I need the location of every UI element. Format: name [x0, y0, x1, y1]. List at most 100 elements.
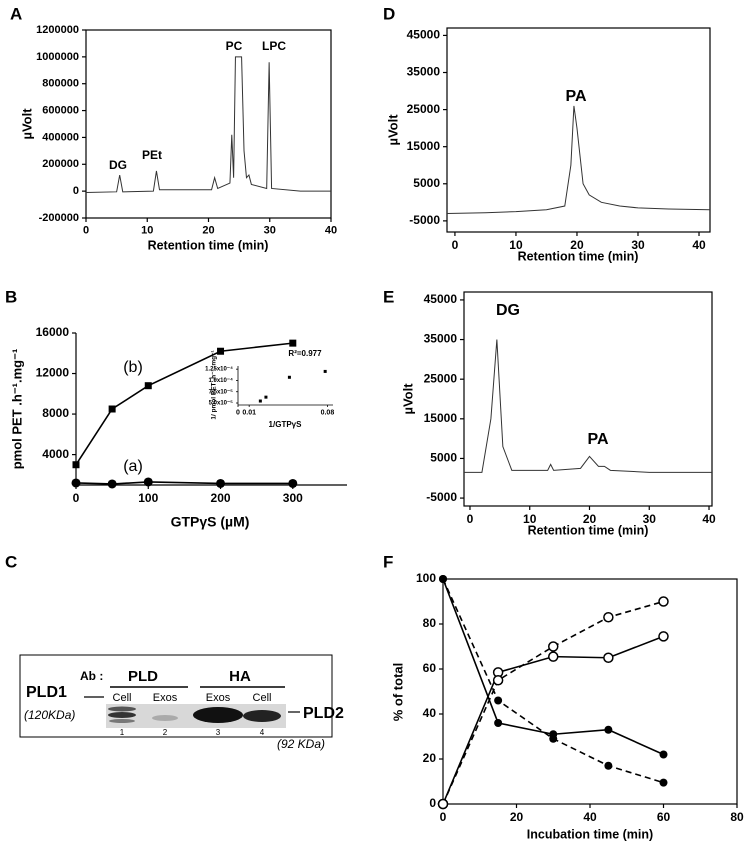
marker — [603, 612, 614, 623]
y-axis-label: µVolt — [19, 108, 34, 140]
y-tick-label: 1000000 — [36, 51, 79, 63]
lane-number: 3 — [216, 728, 221, 737]
x-tick-label: 60 — [657, 810, 671, 824]
band — [108, 712, 136, 718]
band — [108, 706, 136, 712]
y-tick-label: 7.5x10⁻⁵ — [209, 389, 234, 395]
y-tick-label: 80 — [423, 616, 437, 630]
marker — [264, 395, 268, 399]
x-tick-label: 40 — [692, 238, 706, 252]
protein-size: (92 KDa) — [277, 737, 325, 751]
y-axis-label: µVolt — [385, 114, 400, 146]
y-tick-label: -5000 — [426, 490, 457, 504]
annotation: DG — [496, 302, 520, 319]
plot-frame — [446, 27, 711, 233]
annotation: R²=0.977 — [288, 349, 322, 358]
x-tick-label: 20 — [570, 238, 584, 252]
y-tick-label: 1.25x10⁻⁴ — [205, 367, 233, 373]
x-tick-label: 20 — [202, 225, 214, 237]
group-label: PLD — [128, 668, 158, 685]
y-axis-label: 1/ pmol PET .h⁻¹. mg⁻¹ — [211, 350, 218, 419]
chart: A 0 10 20 30 40 -200000 0 200000 400000 600000 8000… — [10, 4, 337, 252]
x-tick-label: 0.08 — [321, 409, 335, 416]
x-tick-label: 0 — [73, 491, 80, 505]
x-tick-label: 30 — [631, 238, 645, 252]
lane-label: Exos — [153, 692, 178, 704]
y-tick-label: 25000 — [407, 102, 441, 116]
marker — [439, 575, 447, 583]
marker — [216, 478, 226, 488]
data-line — [464, 339, 712, 473]
annotation: PA — [565, 88, 586, 105]
x-axis-label: Retention time (min) — [518, 249, 639, 263]
x-tick-label: 40 — [583, 810, 597, 824]
x-tick-label: 30 — [643, 512, 657, 526]
y-tick-label: -200000 — [39, 212, 79, 224]
marker — [258, 399, 262, 403]
y-tick-label: 4000 — [42, 447, 69, 461]
lane-label: Cell — [113, 692, 132, 704]
marker — [144, 382, 152, 390]
y-axis-label: pmol PET .h⁻¹.mg⁻¹ — [9, 349, 24, 470]
x-axis-label: Incubation time (min) — [527, 827, 653, 841]
y-tick-label: 45000 — [424, 292, 458, 306]
x-axis-label: 1/GTPγS — [269, 420, 303, 429]
plot-frame — [463, 291, 713, 507]
data-line — [75, 342, 293, 466]
marker — [323, 369, 327, 373]
annotation: PC — [226, 39, 243, 53]
y-tick-label: 5000 — [413, 176, 440, 190]
y-tick-label: 45000 — [407, 28, 441, 42]
x-axis-label: Retention time (min) — [148, 238, 269, 252]
panel-letter: C — [5, 552, 17, 571]
chart: D 0 10 20 30 40 -5000 5000 15000 25000 35000 45000 R… — [383, 4, 711, 263]
marker — [287, 375, 291, 379]
data-line — [446, 105, 711, 214]
y-tick-label: 5.0x10⁻⁵ — [209, 401, 234, 407]
y-tick-label: 40 — [423, 706, 437, 720]
lane-label: Cell — [253, 692, 272, 704]
lane-number: 2 — [163, 728, 168, 737]
annotation: LPC — [262, 39, 286, 53]
lane-number: 4 — [260, 728, 265, 737]
x-tick-label: 0.01 — [242, 409, 256, 416]
y-tick-label: 100 — [416, 571, 436, 585]
x-tick-label: 10 — [141, 225, 153, 237]
y-tick-label: 35000 — [424, 332, 458, 346]
marker — [108, 405, 116, 413]
x-tick-label: 20 — [583, 512, 597, 526]
y-tick-label: 20 — [423, 751, 437, 765]
x-tick-label: 40 — [325, 225, 337, 237]
x-tick-label: 80 — [730, 810, 744, 824]
y-tick-label: -5000 — [409, 213, 440, 227]
y-tick-label: 800000 — [42, 78, 79, 90]
marker — [437, 798, 449, 810]
chart: 0 0.01 0.08 5.0x10⁻⁵ 7.5x10⁻⁵ 1.0x10⁻⁴ 1.25x10… — [205, 349, 334, 429]
lane-label: Exos — [206, 692, 231, 704]
x-tick-label: 0 — [83, 225, 89, 237]
band — [109, 719, 135, 723]
y-axis-label: % of total — [390, 663, 405, 722]
y-axis-label: µVolt — [400, 383, 415, 415]
panel-letter: A — [10, 4, 22, 23]
x-tick-label: 10 — [523, 512, 537, 526]
y-tick-label: 8000 — [42, 406, 69, 420]
panel-letter: D — [383, 4, 395, 23]
panel-letter: B — [5, 287, 17, 306]
y-tick-label: 15000 — [424, 411, 458, 425]
lane-number: 1 — [120, 728, 125, 737]
x-axis-label: Retention time (min) — [528, 523, 649, 537]
y-tick-label: 12000 — [36, 366, 70, 380]
x-tick-label: 200 — [211, 491, 231, 505]
x-tick-label: 30 — [264, 225, 276, 237]
x-tick-label: 0 — [452, 238, 459, 252]
marker — [659, 750, 668, 759]
y-tick-label: 16000 — [36, 325, 70, 339]
x-tick-label: 20 — [510, 810, 524, 824]
annotation: PA — [587, 431, 608, 448]
protein-size: (120KDa) — [24, 708, 75, 722]
y-tick-label: 200000 — [42, 158, 79, 170]
marker — [659, 778, 668, 787]
chart: B 0 100 200 300 4000 8000 12000 16000 GTPγS (µM) p… — [5, 287, 347, 530]
panel-letter: F — [383, 552, 393, 571]
